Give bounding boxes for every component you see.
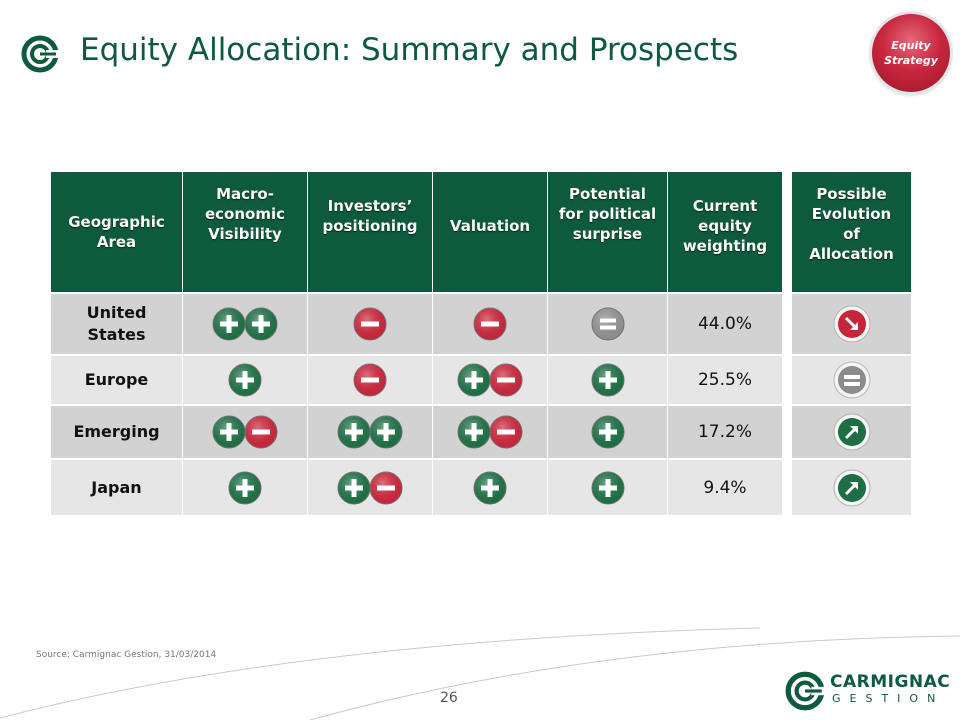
equal-icon bbox=[590, 306, 626, 342]
col-divider bbox=[432, 294, 433, 515]
minus-icon bbox=[352, 306, 388, 342]
col-divider bbox=[307, 294, 308, 515]
carmignac-logo-icon bbox=[21, 35, 60, 73]
cell-europe-valuation bbox=[433, 356, 547, 404]
equal-icon bbox=[833, 361, 871, 399]
plus-icon bbox=[211, 306, 247, 342]
cell-emerging-evolution bbox=[792, 406, 911, 458]
minus-icon bbox=[368, 470, 404, 506]
plus-icon bbox=[456, 362, 492, 398]
col-header-macro-visibility: Macro- economic Visibility bbox=[183, 172, 307, 292]
cell-us-political bbox=[548, 294, 667, 354]
plus-icon bbox=[456, 414, 492, 450]
cell-japan-evolution bbox=[792, 460, 911, 515]
minus-icon bbox=[243, 414, 279, 450]
row-bg-emerging bbox=[51, 406, 782, 458]
row-label-united-states: United States bbox=[86, 303, 147, 344]
arrow-up-right-icon bbox=[833, 413, 871, 451]
row-label-europe: Europe bbox=[84, 370, 149, 389]
col-divider bbox=[547, 294, 548, 515]
plus-icon bbox=[590, 414, 626, 450]
minus-icon bbox=[488, 362, 524, 398]
col-header-political-surprise: Potential for political surprise bbox=[548, 172, 667, 292]
row-label-japan: Japan bbox=[91, 477, 142, 497]
col-divider bbox=[182, 294, 183, 515]
cell-europe-weighting: 25.5% bbox=[697, 370, 752, 390]
cell-emerging-political bbox=[548, 406, 667, 458]
brand-subtitle: GESTION bbox=[832, 692, 945, 705]
arrow-down-right-icon bbox=[833, 305, 871, 343]
cell-japan-macro bbox=[183, 460, 307, 515]
minus-icon bbox=[472, 306, 508, 342]
col-header-geographic-area: Geographic Area bbox=[51, 172, 182, 292]
plus-icon bbox=[227, 362, 263, 398]
minus-icon bbox=[488, 414, 524, 450]
cell-emerging-macro bbox=[183, 406, 307, 458]
row-label-emerging: Emerging bbox=[73, 422, 160, 441]
cell-japan-positioning bbox=[308, 460, 432, 515]
plus-icon bbox=[590, 470, 626, 506]
cell-emerging-valuation bbox=[433, 406, 547, 458]
plus-icon bbox=[472, 470, 508, 506]
col-header-investors-positioning: Investors’ positioning bbox=[308, 172, 432, 292]
decorative-curves bbox=[0, 627, 960, 720]
col-divider bbox=[667, 294, 668, 515]
cell-us-macro bbox=[183, 294, 307, 354]
col-header-valuation: Valuation bbox=[433, 172, 547, 292]
page-number: 26 bbox=[440, 690, 458, 706]
plus-icon bbox=[368, 414, 404, 450]
cell-us-evolution bbox=[792, 294, 911, 354]
col-header-possible-evolution: Possible Evolution of Allocation bbox=[792, 172, 911, 292]
plus-icon bbox=[336, 470, 372, 506]
cell-europe-evolution bbox=[792, 356, 911, 404]
cell-europe-macro bbox=[183, 356, 307, 404]
plus-icon bbox=[211, 414, 247, 450]
plus-icon bbox=[336, 414, 372, 450]
page-title: Equity Allocation: Summary and Prospects bbox=[80, 32, 739, 68]
cell-japan-weighting: 9.4% bbox=[703, 477, 747, 498]
cell-europe-political bbox=[548, 356, 667, 404]
plus-icon bbox=[590, 362, 626, 398]
carmignac-brand-logo-icon bbox=[785, 671, 826, 711]
source-note: Source: Carmignac Gestion, 31/03/2014 bbox=[36, 650, 217, 660]
row-bg-united-states bbox=[51, 294, 782, 354]
brand-name: CARMIGNAC bbox=[830, 672, 951, 692]
cell-japan-valuation bbox=[433, 460, 547, 515]
plus-icon bbox=[227, 470, 263, 506]
col-header-current-weighting: Current equity weighting bbox=[668, 172, 782, 292]
cell-japan-political bbox=[548, 460, 667, 515]
minus-icon bbox=[352, 362, 388, 398]
equity-strategy-badge: Equity Strategy bbox=[872, 14, 950, 92]
plus-icon bbox=[243, 306, 279, 342]
cell-europe-positioning bbox=[308, 356, 432, 404]
row-bg-europe bbox=[51, 356, 782, 404]
badge-line-2: Strategy bbox=[884, 54, 938, 67]
carmignac-brand: CARMIGNAC GESTION bbox=[784, 668, 950, 714]
cell-us-valuation bbox=[433, 294, 547, 354]
arrow-up-right-icon bbox=[833, 469, 871, 507]
cell-emerging-weighting: 17.2% bbox=[697, 422, 752, 442]
cell-us-positioning bbox=[308, 294, 432, 354]
badge-line-1: Equity bbox=[891, 39, 931, 52]
row-bg-japan bbox=[51, 460, 782, 515]
cell-emerging-positioning bbox=[308, 406, 432, 458]
cell-us-weighting: 44.0% bbox=[697, 314, 752, 334]
